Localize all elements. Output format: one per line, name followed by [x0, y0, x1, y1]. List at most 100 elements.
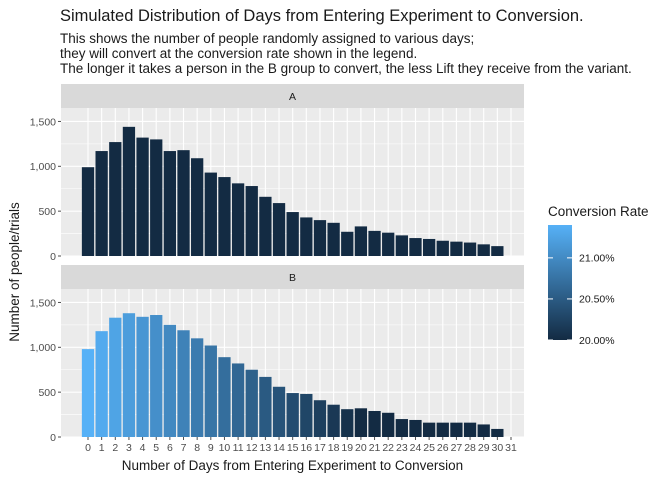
bar-b-day-14 [272, 386, 286, 437]
x-tick-label: 22 [382, 442, 394, 454]
bar-a-day-25 [422, 238, 436, 256]
x-tick-label: 21 [369, 442, 381, 454]
bar-b-day-13 [259, 376, 272, 437]
bar-b-day-20 [354, 408, 368, 437]
legend-ticks: 20.00% 20.50% 21.00% [548, 253, 615, 347]
x-tick-label: 4 [140, 442, 146, 454]
x-tick-label: 19 [341, 442, 353, 454]
bar-b-day-5 [150, 315, 163, 437]
x-tick-label: 31 [505, 442, 517, 454]
bar-a-day-4 [136, 137, 149, 256]
x-tick-label: 5 [153, 442, 159, 454]
legend-tick-label: 21.00% [579, 253, 615, 265]
x-tick-label: 17 [314, 442, 326, 454]
chart-title: Simulated Distribution of Days from Ente… [60, 7, 584, 25]
facet-panel-b: B 0 500 1,000 1,500 [30, 265, 524, 444]
bar-b-day-26 [436, 422, 449, 437]
bar-a-day-1 [95, 151, 108, 256]
y-tick-label: 0 [50, 251, 56, 263]
chart-subtitle-line-1: This shows the number of people randomly… [60, 31, 474, 46]
bar-a-day-29 [477, 244, 490, 256]
x-tick-label: 27 [451, 442, 463, 454]
x-tick-label: 1 [99, 442, 105, 454]
bar-a-day-2 [109, 142, 122, 256]
bar-b-day-8 [191, 338, 204, 437]
chart-subtitle-line-3: The longer it takes a person in the B gr… [60, 61, 632, 76]
bar-a-day-3 [122, 126, 136, 256]
bar-b-day-21 [368, 410, 381, 437]
bar-a-day-26 [436, 240, 449, 256]
x-tick-label: 7 [181, 442, 187, 454]
bar-a-day-13 [259, 196, 272, 256]
bar-b-day-6 [163, 324, 177, 437]
x-tick-label: 12 [246, 442, 258, 454]
x-tick-label: 6 [167, 442, 173, 454]
bar-a-day-21 [368, 230, 381, 256]
bar-b-day-7 [177, 330, 190, 437]
y-tick-label: 0 [50, 432, 56, 444]
y-axis-title: Number of people/trials [7, 202, 22, 342]
legend: Conversion Rate 20.00% 20.50% 21.00% [548, 204, 649, 347]
bar-b-day-30 [491, 428, 504, 437]
x-tick-label: 26 [437, 442, 449, 454]
bar-b-day-25 [422, 422, 436, 437]
bar-b-day-2 [109, 317, 122, 437]
bar-b-day-1 [95, 331, 108, 437]
bar-a-day-0 [81, 167, 95, 256]
x-tick-label: 18 [328, 442, 340, 454]
chart-subtitle-line-2: they will convert at the conversion rate… [60, 46, 417, 61]
bar-a-day-22 [382, 232, 395, 256]
bar-b-day-9 [204, 345, 217, 437]
bar-b-day-0 [81, 349, 95, 437]
bar-b-day-3 [122, 313, 136, 437]
bars-a [81, 126, 504, 256]
bar-b-day-29 [477, 424, 490, 437]
legend-title: Conversion Rate [548, 204, 649, 219]
x-tick-label: 16 [300, 442, 312, 454]
bar-a-day-9 [204, 172, 217, 256]
bar-a-day-24 [409, 238, 422, 256]
y-axis-ticks-a: 0 500 1,000 1,500 [30, 116, 61, 263]
bar-a-day-20 [354, 226, 368, 256]
y-tick-label: 1,500 [30, 297, 56, 309]
bar-a-day-18 [327, 222, 340, 256]
x-axis-ticks: 0 1 2 3 4 5 6 7 8 9 10 11 12 13 14 15 16 17 18 19 20 21 22 23 24… [85, 437, 517, 454]
y-tick-label: 1,000 [30, 342, 56, 354]
x-tick-label: 23 [396, 442, 408, 454]
facet-strip-label-a: A [289, 91, 296, 103]
facet-strip-a [61, 84, 524, 108]
x-tick-label: 8 [194, 442, 200, 454]
x-axis-title: Number of Days from Entering Experiment … [122, 458, 463, 473]
bar-a-day-6 [163, 151, 177, 256]
x-tick-label: 11 [233, 442, 244, 454]
bar-b-day-23 [395, 419, 408, 437]
x-tick-label: 0 [85, 442, 91, 454]
bar-b-day-19 [341, 409, 354, 437]
bar-b-day-24 [409, 419, 422, 437]
x-tick-label: 24 [410, 442, 422, 454]
bars-b [81, 313, 504, 437]
x-tick-label: 14 [273, 442, 285, 454]
bar-b-day-15 [286, 393, 299, 437]
y-tick-label: 500 [38, 387, 56, 399]
facet-strip-b [61, 265, 524, 289]
bar-b-day-28 [463, 422, 477, 437]
bar-b-day-11 [231, 363, 245, 437]
x-tick-label: 10 [219, 442, 231, 454]
x-tick-label: 28 [464, 442, 476, 454]
bar-b-day-10 [218, 357, 231, 437]
bar-a-day-11 [231, 183, 245, 256]
x-tick-label: 3 [126, 442, 132, 454]
legend-colorbar [548, 225, 572, 340]
bar-b-day-27 [450, 422, 463, 437]
bar-a-day-17 [313, 220, 327, 256]
x-tick-label: 15 [287, 442, 299, 454]
bar-b-day-12 [245, 369, 258, 437]
legend-tick-label: 20.00% [579, 335, 615, 347]
bar-a-day-12 [245, 186, 258, 256]
x-tick-label: 30 [492, 442, 504, 454]
facet-strip-label-b: B [289, 272, 296, 284]
y-tick-label: 500 [38, 206, 56, 218]
x-tick-label: 13 [260, 442, 272, 454]
